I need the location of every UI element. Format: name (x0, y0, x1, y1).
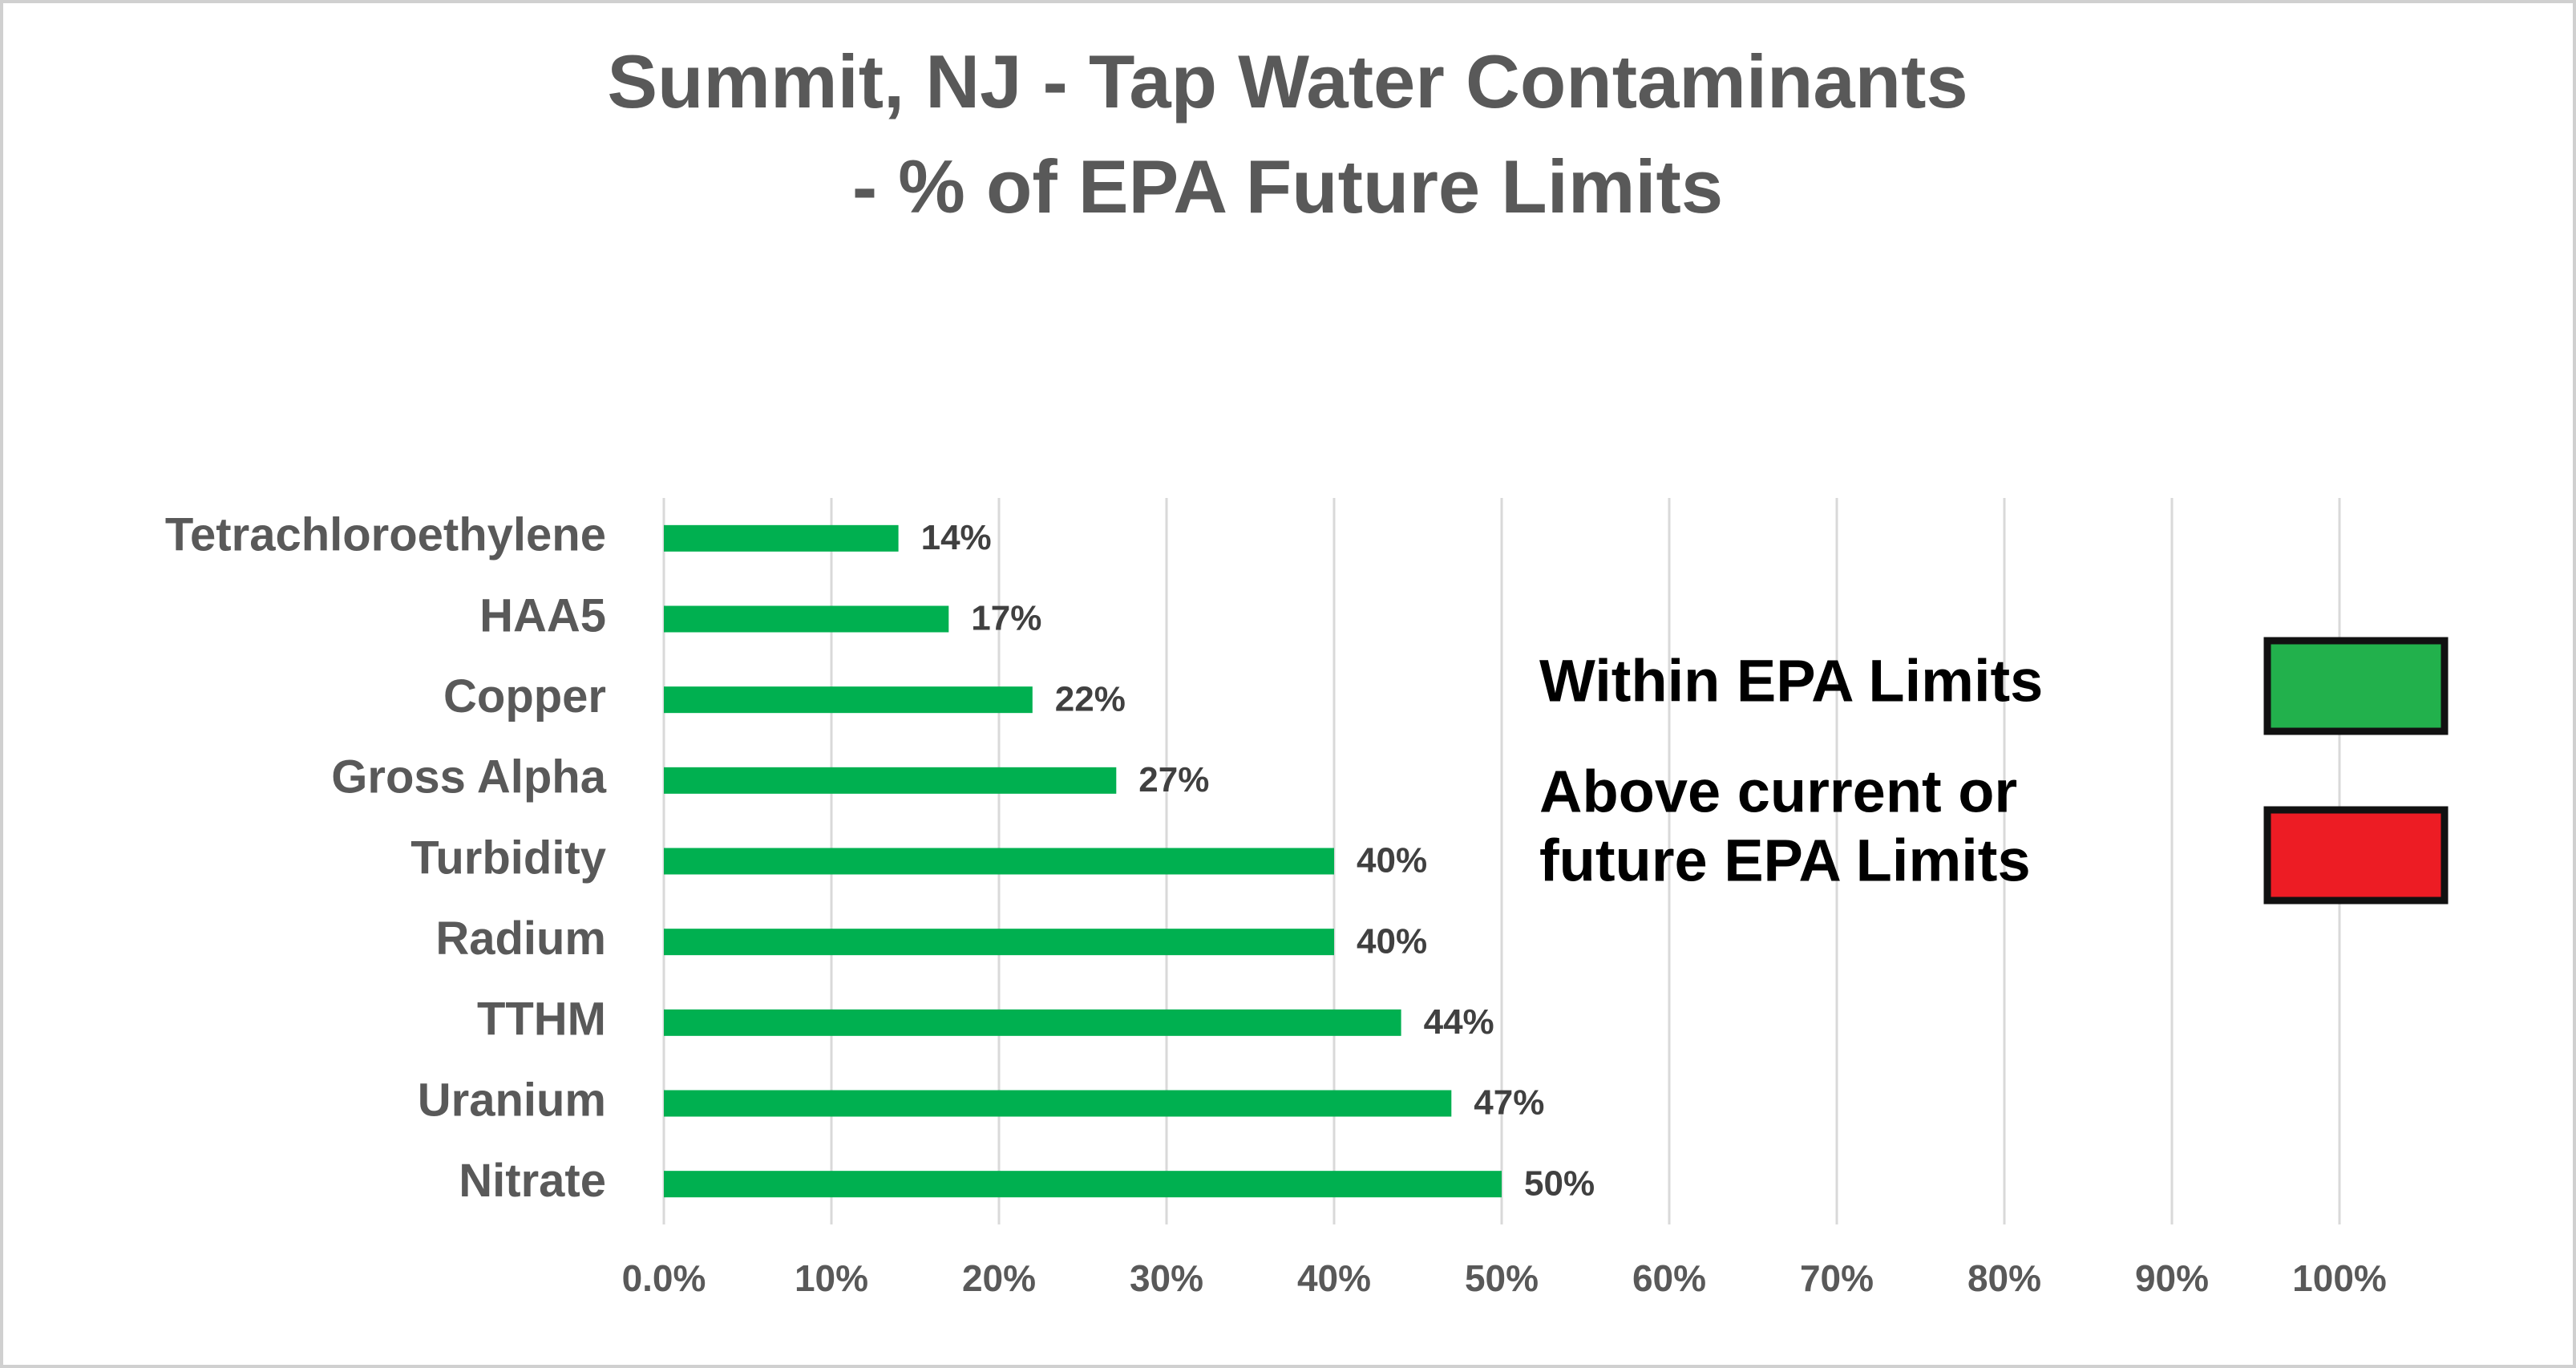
data-label: 17% (971, 599, 1041, 638)
x-tick-label: 70% (1800, 1257, 1874, 1299)
y-tick-label: Nitrate (459, 1155, 606, 1207)
legend-swatch (2263, 806, 2449, 905)
x-tick-label: 40% (1297, 1257, 1371, 1299)
legend-label: Within EPA Limits (1539, 648, 2043, 714)
data-label: 27% (1138, 760, 1209, 799)
bar (664, 929, 1334, 956)
x-tick-label: 90% (2135, 1257, 2209, 1299)
bar (664, 686, 1033, 714)
data-label: 40% (1357, 841, 1427, 880)
bar (664, 1009, 1401, 1036)
bar (664, 767, 1117, 794)
legend-swatch (2263, 637, 2449, 735)
bar (664, 605, 949, 633)
y-tick-label: Radium (435, 913, 606, 965)
legend-label: future EPA Limits (1539, 828, 2031, 894)
x-tick-label: 50% (1465, 1257, 1539, 1299)
bar (664, 524, 899, 552)
data-label: 50% (1524, 1164, 1595, 1203)
y-tick-label: Copper (443, 670, 606, 722)
data-label: 47% (1474, 1083, 1544, 1123)
data-label: 40% (1357, 921, 1427, 961)
y-tick-label: Turbidity (410, 832, 606, 884)
y-tick-label: Tetrachloroethylene (165, 509, 606, 561)
bar (664, 1171, 1502, 1198)
y-tick-label: HAA5 (479, 589, 606, 642)
x-tick-label: 30% (1130, 1257, 1203, 1299)
x-tick-label: 20% (962, 1257, 1036, 1299)
y-tick-label: TTHM (477, 994, 606, 1046)
bar (664, 848, 1334, 875)
x-tick-label: 60% (1632, 1257, 1706, 1299)
x-tick-label: 0.0% (622, 1257, 706, 1299)
x-tick-label: 80% (1967, 1257, 2041, 1299)
data-label: 44% (1424, 1002, 1494, 1042)
data-label: 22% (1055, 679, 1126, 718)
data-label: 14% (921, 518, 992, 557)
bar (664, 1090, 1452, 1117)
y-tick-label: Gross Alpha (331, 751, 606, 803)
legend-label: Above current or (1539, 759, 2017, 825)
y-tick-label: Uranium (418, 1074, 606, 1126)
chart-title: - % of EPA Future Limits (852, 144, 1723, 229)
x-tick-label: 100% (2292, 1257, 2387, 1299)
chart-title: Summit, NJ - Tap Water Contaminants (607, 39, 1967, 123)
x-tick-label: 10% (795, 1257, 868, 1299)
